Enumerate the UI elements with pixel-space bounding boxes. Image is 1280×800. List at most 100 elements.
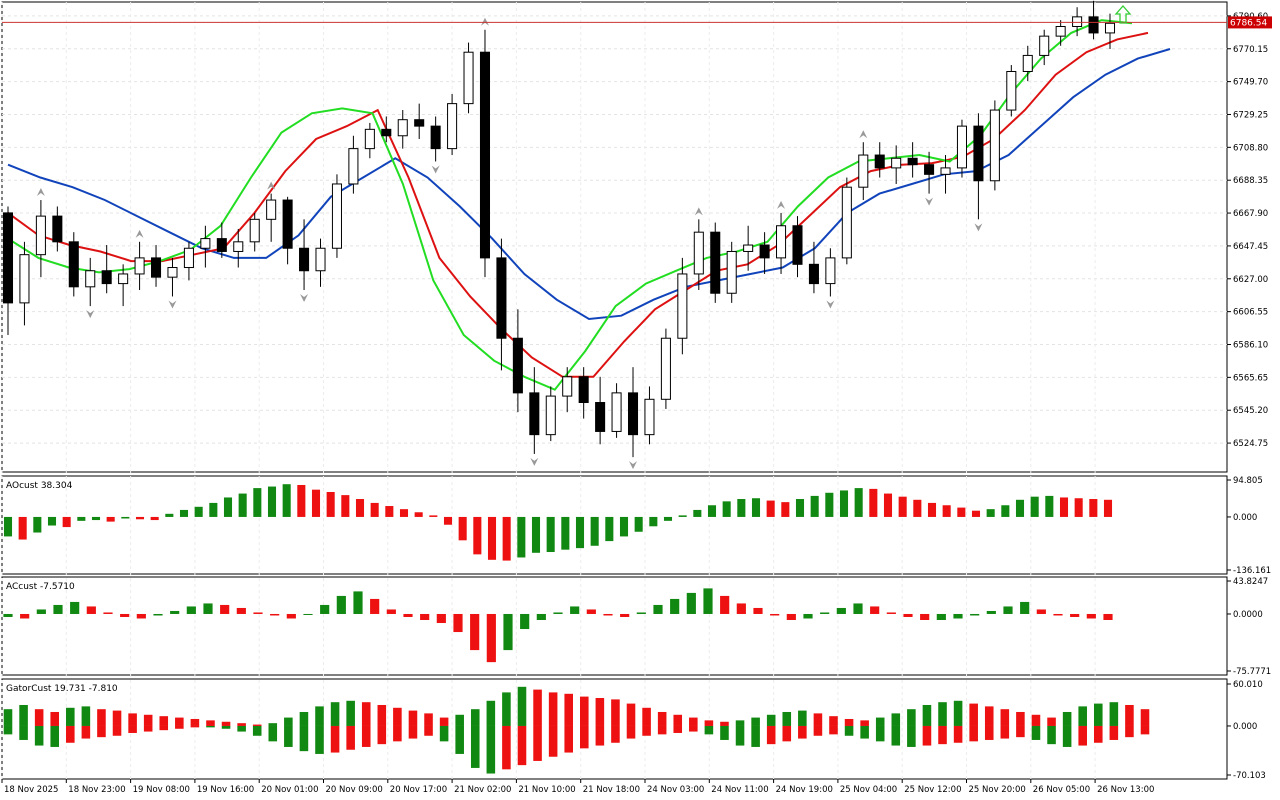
gator-upper-bar: [1093, 703, 1103, 726]
ac-panel[interactable]: [1, 576, 1228, 676]
histogram-bar: [385, 506, 394, 517]
histogram-bar: [770, 613, 780, 616]
gator-upper-bar: [829, 716, 838, 726]
bear-candle: [792, 225, 803, 265]
bear-candle: [973, 125, 984, 182]
time-tick-label: 24 Nov 11:00: [711, 785, 768, 795]
histogram-bar: [517, 516, 526, 558]
bull-candle: [841, 186, 852, 259]
bear-candle: [924, 164, 935, 175]
time-tick-label: 21 Nov 10:00: [518, 785, 575, 795]
gator-upper-bar: [190, 718, 200, 726]
fractal-down-icon: [300, 294, 309, 303]
histogram-bar: [781, 502, 790, 517]
histogram-bar: [649, 516, 658, 527]
price-tick-label: 6749.70: [1233, 78, 1268, 88]
gator-upper-bar: [704, 720, 714, 726]
time-tick-label: 18 Nov 2025: [4, 785, 58, 795]
histogram-bar: [986, 509, 995, 517]
gator-lower-bar: [984, 725, 994, 740]
gator-lower-bar: [252, 725, 262, 736]
histogram-bar: [238, 493, 247, 517]
histogram-bar: [836, 607, 846, 614]
bull-candle: [397, 119, 408, 137]
gator-upper-bar: [315, 706, 324, 726]
bull-candle: [134, 257, 145, 275]
bull-candle: [1006, 70, 1017, 111]
histogram-bar: [223, 497, 233, 517]
fractal-up-icon: [859, 130, 868, 139]
histogram-bar: [286, 613, 296, 619]
histogram-bar: [429, 515, 438, 517]
indicator-tick-label: 0.000: [1233, 722, 1257, 732]
bull-candle: [940, 167, 951, 175]
histogram-bar: [795, 499, 805, 517]
gator-upper-bar: [346, 700, 355, 726]
gator-lower-bar: [595, 725, 605, 746]
gator-upper-bar: [128, 713, 137, 726]
histogram-bar: [737, 499, 746, 517]
histogram-bar: [810, 495, 819, 517]
gator-upper-bar: [3, 709, 13, 726]
current-price-badge: [1228, 16, 1272, 29]
gator-lower-bar: [844, 725, 854, 736]
histogram-bar: [561, 516, 570, 550]
gator-upper-bar: [922, 704, 932, 726]
bear-candle: [151, 257, 162, 278]
ao-label: AOcust 38.304: [6, 481, 73, 491]
histogram-bar: [1015, 499, 1025, 517]
fractal-down-icon: [629, 461, 638, 470]
gator-lower-bar: [533, 725, 542, 761]
fractal-up-icon: [777, 200, 786, 209]
histogram-bar: [957, 507, 966, 517]
histogram-bar: [942, 505, 951, 517]
histogram-bar: [326, 492, 335, 517]
histogram-bar: [854, 488, 863, 517]
histogram-bar: [36, 609, 46, 614]
price-tick-label: 6688.35: [1233, 176, 1268, 186]
ao-panel[interactable]: [1, 475, 1228, 575]
gator-lower-bar: [611, 725, 620, 743]
histogram-bar: [653, 604, 663, 614]
time-tick-label: 26 Nov 05:00: [1033, 785, 1090, 795]
histogram-bar: [320, 604, 330, 614]
histogram-bar: [903, 613, 913, 617]
fractal-down-icon: [86, 310, 95, 319]
histogram-bar: [203, 603, 213, 614]
gator-upper-bar: [175, 717, 184, 726]
gator-upper-bar: [470, 709, 480, 726]
gator-lower-bar: [875, 725, 885, 742]
bull-candle: [776, 225, 787, 259]
gator-upper-bar: [860, 720, 869, 726]
gator-lower-bar: [813, 725, 823, 736]
bull-candle: [35, 215, 46, 256]
histogram-bar: [986, 610, 996, 614]
histogram-bar: [502, 516, 511, 561]
fractal-up-icon: [36, 188, 45, 197]
gator-lower-bar: [424, 725, 433, 736]
gator-upper-bar: [221, 721, 231, 726]
gator-upper-bar: [1140, 709, 1150, 726]
gator-lower-bar: [1000, 725, 1010, 739]
bear-candle: [430, 125, 441, 150]
fractal-up-icon: [135, 229, 144, 238]
gator-upper-bar: [486, 700, 496, 726]
bear-candle: [52, 215, 63, 243]
histogram-bar: [399, 509, 409, 517]
gator-lower-bar: [143, 725, 153, 732]
time-tick-label: 18 Nov 23:00: [68, 785, 125, 795]
gator-lower-bar: [720, 725, 729, 740]
price-tick-label: 6524.75: [1233, 439, 1268, 449]
gator-upper-bar: [1047, 717, 1056, 726]
price-tick-label: 6708.80: [1233, 143, 1268, 153]
bear-candle: [874, 154, 885, 169]
histogram-bar: [458, 516, 467, 541]
bear-candle: [529, 392, 540, 436]
bull-candle: [233, 241, 244, 252]
histogram-bar: [303, 613, 313, 615]
gator-lower-bar: [221, 725, 231, 729]
bull-candle: [660, 337, 671, 400]
gator-lower-bar: [408, 725, 418, 739]
gator-upper-bar: [689, 717, 698, 726]
